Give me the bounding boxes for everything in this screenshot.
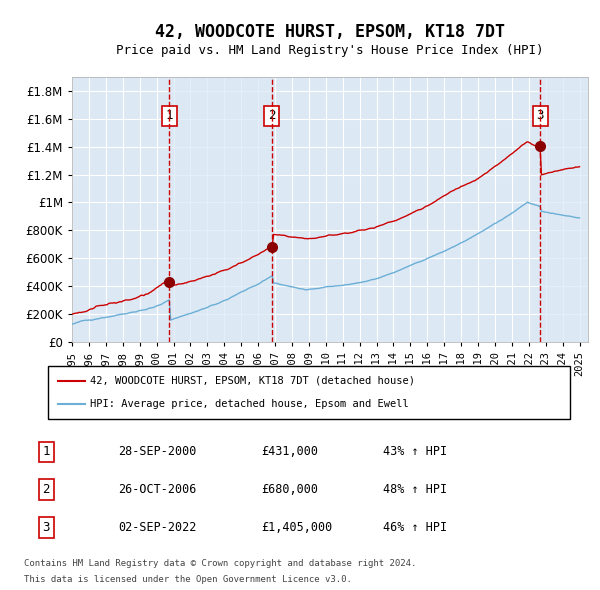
Text: This data is licensed under the Open Government Licence v3.0.: This data is licensed under the Open Gov… bbox=[24, 575, 352, 584]
Bar bbox=[169, 77, 272, 342]
Text: £431,000: £431,000 bbox=[262, 445, 319, 458]
FancyBboxPatch shape bbox=[48, 366, 570, 419]
Text: 48% ↑ HPI: 48% ↑ HPI bbox=[383, 483, 447, 496]
Text: Price paid vs. HM Land Registry's House Price Index (HPI): Price paid vs. HM Land Registry's House … bbox=[116, 44, 544, 57]
Bar bbox=[540, 77, 588, 342]
Text: HPI: Average price, detached house, Epsom and Ewell: HPI: Average price, detached house, Epso… bbox=[90, 399, 409, 409]
Text: 2: 2 bbox=[268, 109, 276, 122]
Text: 2: 2 bbox=[43, 483, 50, 496]
Text: 3: 3 bbox=[536, 109, 544, 122]
Text: 42, WOODCOTE HURST, EPSOM, KT18 7DT (detached house): 42, WOODCOTE HURST, EPSOM, KT18 7DT (det… bbox=[90, 376, 415, 386]
Text: 26-OCT-2006: 26-OCT-2006 bbox=[118, 483, 196, 496]
Text: Contains HM Land Registry data © Crown copyright and database right 2024.: Contains HM Land Registry data © Crown c… bbox=[24, 559, 416, 568]
Text: £680,000: £680,000 bbox=[262, 483, 319, 496]
Text: 02-SEP-2022: 02-SEP-2022 bbox=[118, 521, 196, 534]
Text: 43% ↑ HPI: 43% ↑ HPI bbox=[383, 445, 447, 458]
Text: 28-SEP-2000: 28-SEP-2000 bbox=[118, 445, 196, 458]
Text: 1: 1 bbox=[43, 445, 50, 458]
Text: 42, WOODCOTE HURST, EPSOM, KT18 7DT: 42, WOODCOTE HURST, EPSOM, KT18 7DT bbox=[155, 24, 505, 41]
Text: £1,405,000: £1,405,000 bbox=[262, 521, 332, 534]
Text: 46% ↑ HPI: 46% ↑ HPI bbox=[383, 521, 447, 534]
Text: 1: 1 bbox=[166, 109, 173, 122]
Text: 3: 3 bbox=[43, 521, 50, 534]
